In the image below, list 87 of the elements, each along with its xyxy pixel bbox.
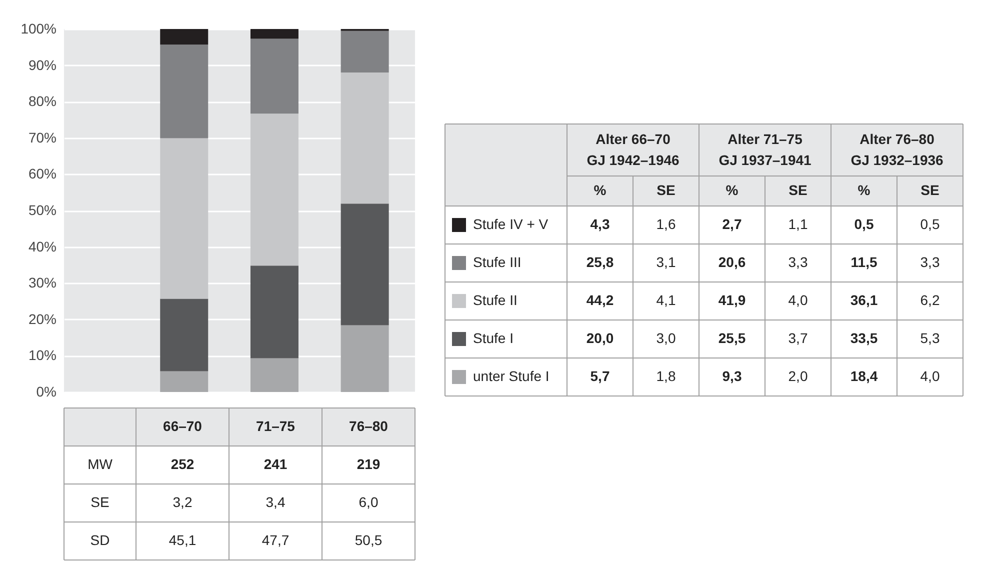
legend-label: unter Stufe I [473, 368, 550, 384]
y-tick-label: 80% [28, 93, 56, 110]
category-label: % [594, 182, 607, 198]
bar [160, 138, 208, 299]
bar [340, 72, 389, 204]
text: 20,0 [586, 330, 614, 346]
x-tick-label: 76–80 [349, 418, 388, 434]
text: 50,5 [354, 532, 382, 548]
y-tick-label: 0% [36, 384, 56, 400]
text: 11,5 [850, 254, 878, 270]
category-label: SE [90, 494, 110, 510]
text: 18,4 [850, 368, 878, 384]
text: 219 [356, 456, 380, 472]
category-label: SE [920, 182, 940, 198]
y-tick-label: 100% [20, 20, 56, 36]
y-tick-label: 40% [28, 238, 56, 254]
category-label: SE [788, 182, 808, 198]
category-label: SE [656, 182, 676, 198]
text: 41,9 [718, 292, 746, 308]
bar [250, 38, 298, 114]
legend-label: Stufe IV + V [473, 216, 549, 232]
y-tick-label: 90% [28, 56, 56, 73]
text: 3,0 [656, 330, 676, 346]
y-tick-label: 20% [28, 310, 56, 327]
text: 44,2 [586, 292, 614, 308]
text: 20,6 [718, 254, 746, 270]
bar [160, 371, 208, 392]
text: 1,6 [656, 216, 676, 232]
text: 3,3 [788, 254, 808, 270]
text: 252 [170, 456, 194, 472]
text: GJ 1932–1936 [850, 152, 944, 168]
text: 25,8 [586, 254, 614, 270]
bar [340, 204, 389, 326]
text: Alter 71–75 [728, 131, 803, 147]
text: GJ 1942–1946 [586, 152, 680, 168]
bar [250, 266, 298, 358]
text: 3,4 [266, 494, 286, 510]
text: 2,0 [788, 368, 808, 384]
text: 1,8 [656, 368, 676, 384]
text: 3,7 [788, 330, 808, 346]
x-tick-label: 66–70 [163, 418, 202, 434]
category-label: SD [90, 532, 110, 548]
bar [160, 298, 208, 372]
text: 3,1 [656, 254, 676, 270]
bar [160, 29, 208, 45]
text: 1,1 [788, 216, 808, 232]
text: 5,3 [920, 330, 940, 346]
text: GJ 1937–1941 [718, 152, 812, 168]
text: 4,3 [590, 216, 610, 232]
text: 36,1 [850, 292, 878, 308]
text: 6,2 [920, 292, 940, 308]
category-label: % [858, 182, 871, 198]
y-tick-label: 10% [28, 347, 56, 364]
text: 9,3 [722, 368, 742, 384]
bar [340, 325, 389, 392]
text: Alter 76–80 [860, 131, 935, 147]
bar [250, 358, 298, 392]
text: 25,5 [718, 330, 746, 346]
category-label: MW [88, 456, 112, 472]
text: 4,1 [656, 292, 676, 308]
text: 5,7 [590, 368, 610, 384]
y-tick-label: 30% [28, 274, 56, 291]
text: 47,7 [262, 532, 290, 548]
text: 4,0 [788, 292, 808, 308]
text: 45,1 [168, 532, 196, 548]
bar [250, 114, 298, 266]
y-tick-label: 70% [28, 129, 56, 146]
text: Alter 66–70 [596, 131, 671, 147]
bar [340, 30, 389, 73]
text: 0,5 [854, 216, 874, 232]
bar [160, 44, 208, 138]
legend-label: Stufe III [473, 254, 522, 270]
legend-label: Stufe II [473, 292, 518, 308]
legend-label: Stufe I [473, 330, 514, 346]
text: 4,0 [920, 368, 940, 384]
category-label: % [726, 182, 739, 198]
y-tick-label: 60% [28, 166, 56, 182]
bar [250, 29, 298, 39]
text: 0,5 [920, 216, 940, 232]
text: 241 [264, 456, 288, 472]
x-tick-label: 71–75 [256, 418, 296, 434]
text: 3,2 [172, 494, 192, 510]
text: 3,3 [920, 254, 940, 270]
text: 33,5 [850, 330, 878, 346]
text: 2,7 [722, 216, 742, 232]
y-tick-label: 50% [28, 202, 56, 218]
text: 6,0 [358, 494, 378, 510]
